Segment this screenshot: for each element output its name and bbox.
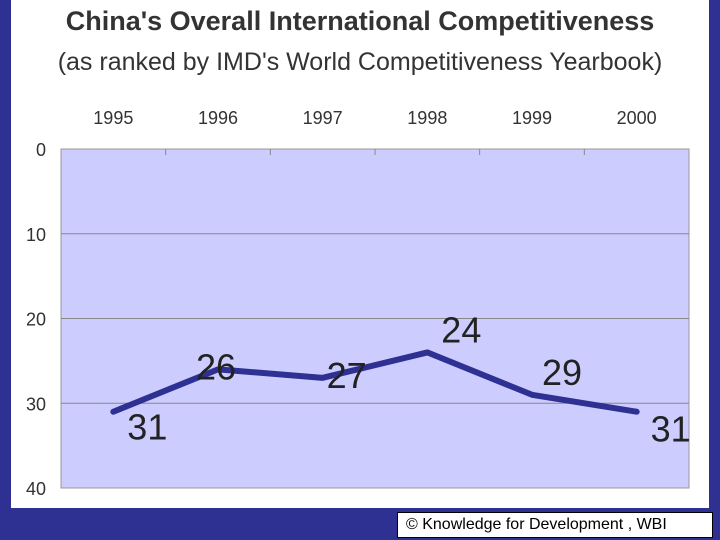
x-tick-label-1998: 1998 xyxy=(407,108,447,128)
data-label-2000: 31 xyxy=(651,409,691,450)
data-label-1997: 27 xyxy=(327,355,367,396)
copyright-credit: © Knowledge for Development , WBI xyxy=(397,512,713,538)
chart-title: China's Overall International Competitiv… xyxy=(65,6,655,36)
y-tick-label-40: 40 xyxy=(26,479,46,499)
data-label-1998: 24 xyxy=(441,309,481,350)
data-label-1999: 29 xyxy=(542,352,582,393)
data-labels: 31 26 27 24 29 31 xyxy=(127,309,690,449)
x-tick-label-1995: 1995 xyxy=(93,108,133,128)
series-group xyxy=(110,349,640,415)
data-label-1996: 26 xyxy=(196,346,236,387)
data-label-1995: 31 xyxy=(127,407,167,448)
chart-subtitle: (as ranked by IMD's World Competitivenes… xyxy=(57,48,663,76)
y-tick-label-10: 10 xyxy=(26,225,46,245)
x-tick-label-1999: 1999 xyxy=(512,108,552,128)
series-line-0 xyxy=(110,349,640,415)
y-tick-label-20: 20 xyxy=(26,310,46,330)
y-axis-ticks: 0 10 20 30 40 xyxy=(26,140,46,499)
x-tick-label-2000: 2000 xyxy=(617,108,657,128)
y-tick-label-30: 30 xyxy=(26,394,46,414)
y-tick-label-0: 0 xyxy=(36,140,46,160)
x-tick-label-1997: 1997 xyxy=(303,108,343,128)
x-axis-ticks: 1995 1996 1997 1998 1999 2000 xyxy=(93,108,656,128)
x-tick-label-1996: 1996 xyxy=(198,108,238,128)
